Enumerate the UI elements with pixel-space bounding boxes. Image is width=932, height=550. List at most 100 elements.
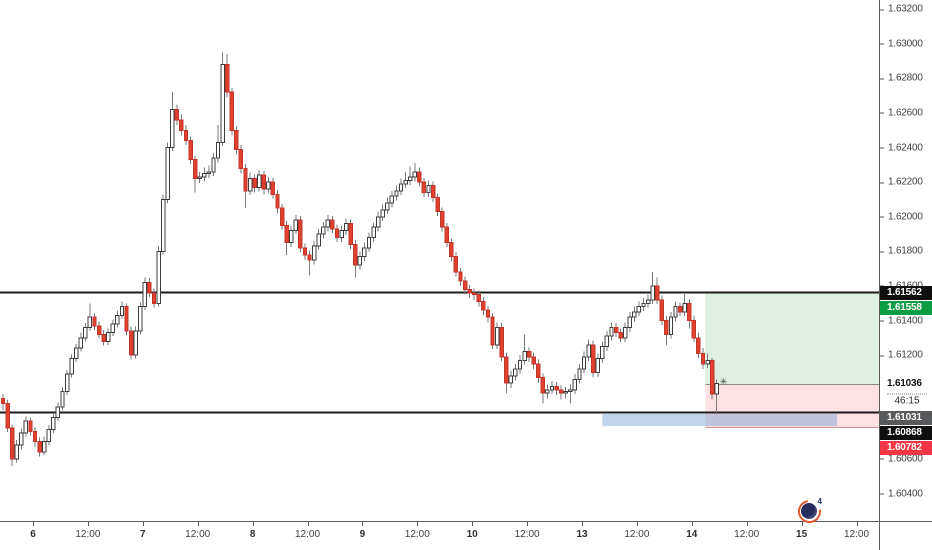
candle-up — [170, 109, 175, 149]
candle-up — [51, 416, 56, 431]
candle-down — [32, 430, 38, 443]
candle-up — [371, 226, 376, 239]
candle-down — [0, 397, 6, 405]
time-tick-mark — [636, 522, 638, 526]
candle-up — [197, 176, 202, 180]
time-tick-mark — [87, 522, 89, 526]
candle-down — [298, 219, 303, 249]
candle-up — [586, 344, 591, 358]
candle-up — [78, 337, 83, 349]
time-tick-mark — [307, 522, 309, 526]
candle-down — [453, 256, 459, 273]
candle-up — [14, 444, 19, 460]
candle-down — [700, 352, 706, 365]
candle-down — [691, 320, 697, 339]
price-tick-label: 1.62000 — [880, 211, 932, 222]
candle-up — [133, 330, 138, 356]
candle-up — [110, 323, 115, 334]
price-tick-label: 1.62400 — [880, 142, 932, 153]
candle-down — [353, 243, 358, 266]
candle-up — [513, 368, 518, 377]
rectangle-zone-drawing[interactable] — [602, 413, 838, 427]
candle-up — [604, 335, 610, 348]
candle-down — [499, 326, 504, 358]
time-tick-label-day: 14 — [686, 529, 698, 540]
time-tick-label: 12:00 — [734, 529, 760, 540]
entry-price-label: 1.61031 — [880, 410, 932, 425]
candle-up — [316, 233, 321, 247]
time-tick-mark — [362, 522, 364, 526]
time-tick-label-day: 6 — [30, 529, 36, 540]
candle-down — [481, 301, 486, 311]
bar-countdown-label: 46:15 — [887, 393, 927, 407]
candle-up — [339, 230, 344, 239]
candle-up — [220, 64, 225, 143]
candle-down — [696, 337, 701, 354]
candle-down — [430, 185, 436, 199]
candle-down — [558, 389, 564, 394]
logo-badge-number: 4 — [817, 497, 822, 506]
price-tick-label: 1.61400 — [880, 315, 932, 326]
candle-down — [174, 109, 180, 121]
candle-up — [508, 375, 514, 384]
candle-up — [577, 368, 582, 380]
candle-down — [490, 316, 495, 346]
time-tick-mark — [33, 522, 34, 526]
candle-down — [449, 242, 454, 258]
candle-up — [106, 332, 111, 342]
time-tick-mark — [746, 522, 748, 526]
time-tick-label-day: 15 — [796, 529, 808, 540]
candle-down — [472, 292, 477, 296]
candle-up — [115, 314, 120, 325]
time-tick-label-day: 13 — [576, 529, 588, 540]
candle-down — [229, 91, 234, 131]
axis-separator — [879, 522, 880, 550]
candle-up — [645, 299, 651, 304]
time-tick-label-day: 7 — [140, 529, 146, 540]
long-position-loss-zone[interactable] — [705, 384, 879, 428]
time-tick-mark — [197, 522, 199, 526]
candle-up — [650, 285, 655, 301]
candle-down — [179, 119, 184, 131]
candle-down — [252, 178, 257, 188]
candle-down — [192, 159, 198, 180]
candle-down — [284, 224, 289, 244]
time-axis[interactable]: 6 12:00 7 12:00 8 12:00 9 12:00 10 12:00 13 12:00 14… — [0, 521, 932, 550]
candle-down — [536, 363, 541, 379]
candle-up — [595, 358, 600, 373]
candle-up — [211, 157, 216, 173]
time-tick-mark — [801, 522, 803, 526]
long-position-profit-zone[interactable] — [705, 293, 879, 385]
candle-up — [366, 237, 372, 249]
candle-down — [655, 285, 660, 301]
candle-up — [394, 190, 399, 197]
candle-up — [46, 429, 51, 443]
candle-down — [92, 316, 97, 327]
candle-down — [188, 140, 193, 161]
candle-down — [183, 129, 189, 142]
candle-up — [636, 306, 642, 313]
candle-up — [623, 326, 628, 339]
candle-up — [343, 223, 349, 232]
candle-up — [426, 185, 431, 194]
time-tick-mark — [472, 522, 474, 526]
candle-down — [37, 441, 42, 453]
time-tick-label: 12:00 — [843, 529, 870, 540]
candle-down — [417, 171, 422, 183]
candle-down — [458, 271, 463, 282]
candle-up — [19, 432, 24, 446]
candle-down — [302, 247, 308, 256]
candle-down — [234, 129, 239, 150]
candle-up — [517, 359, 523, 370]
candle-up — [375, 216, 381, 228]
candle-up — [138, 306, 143, 332]
candle-down — [9, 427, 15, 460]
candle-up — [572, 378, 578, 391]
candle-up — [549, 385, 555, 391]
price-axis[interactable]: 1.63200 1.63000 1.62800 1.62600 1.62400 1.622… — [879, 0, 932, 521]
candle-up — [398, 183, 404, 192]
price-tick-label: 1.63200 — [880, 4, 932, 15]
time-tick-mark — [252, 522, 254, 526]
